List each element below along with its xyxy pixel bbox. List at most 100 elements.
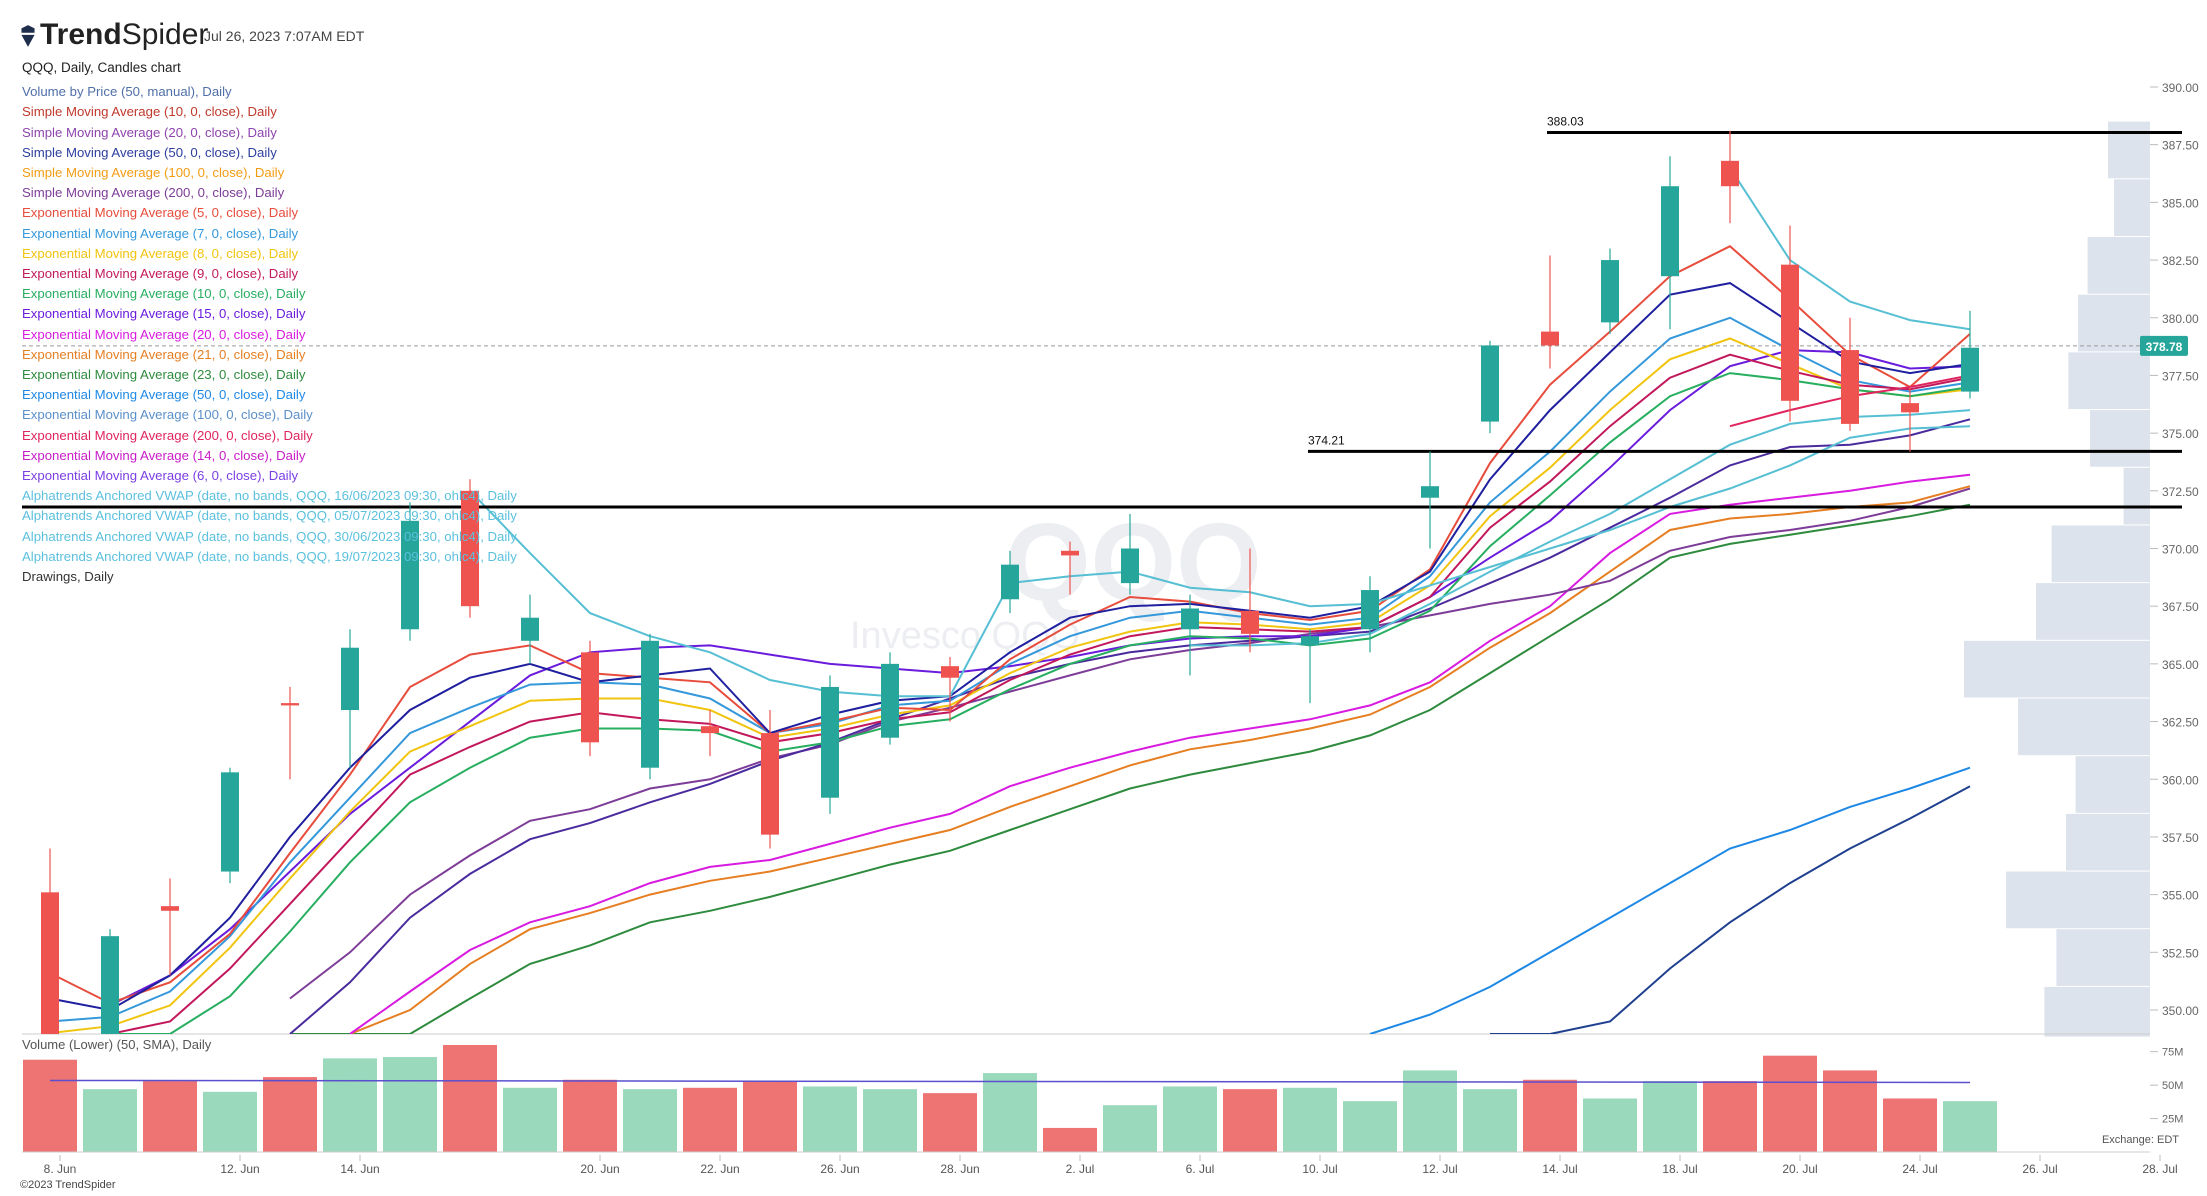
legend-item[interactable]: Exponential Moving Average (5, 0, close)… [22, 205, 299, 221]
candle[interactable] [1601, 248, 1619, 334]
y-tick-label: 362.50 [2162, 716, 2199, 730]
candle[interactable] [401, 502, 419, 641]
candle[interactable] [881, 652, 899, 745]
candle[interactable] [1181, 594, 1199, 676]
legend-item[interactable]: Exponential Moving Average (21, 0, close… [22, 346, 306, 362]
candle[interactable] [1121, 513, 1139, 595]
volume-bar [1343, 1101, 1397, 1152]
candle-body [1901, 403, 1919, 413]
candle[interactable] [521, 594, 539, 664]
legend-item[interactable]: Simple Moving Average (50, 0, close), Da… [22, 144, 277, 160]
legend-item[interactable]: Exponential Moving Average (200, 0, clos… [22, 427, 313, 443]
legend-item[interactable]: Exponential Moving Average (6, 0, close)… [22, 468, 299, 484]
candle[interactable] [1841, 317, 1859, 431]
vbp-bar [2066, 813, 2150, 871]
legend-item[interactable]: Exponential Moving Average (8, 0, close)… [22, 245, 299, 261]
volume-bar [1163, 1086, 1217, 1152]
legend-item[interactable]: Exponential Moving Average (100, 0, clos… [22, 407, 313, 423]
candle[interactable] [1901, 386, 1919, 452]
candles[interactable] [41, 130, 1979, 1034]
legend-item[interactable]: Exponential Moving Average (15, 0, close… [22, 306, 306, 322]
candle[interactable] [1961, 310, 1979, 399]
legend-item[interactable]: Simple Moving Average (100, 0, close), D… [22, 165, 285, 181]
candle[interactable] [1001, 550, 1019, 614]
legend-item[interactable]: Simple Moving Average (20, 0, close), Da… [22, 124, 277, 140]
legend-item[interactable]: Volume by Price (50, manual), Daily [22, 84, 232, 100]
candle[interactable] [341, 629, 359, 768]
vbp-bar [2056, 929, 2150, 986]
candle-body [1121, 548, 1139, 584]
volume-bar [83, 1089, 137, 1152]
y-tick-label: 355.00 [2162, 889, 2199, 903]
legend-item[interactable]: Exponential Moving Average (10, 0, close… [22, 286, 306, 302]
candle-body [1061, 550, 1079, 556]
volume-bar [503, 1087, 557, 1152]
y-tick-label: 385.00 [2162, 196, 2199, 210]
candle[interactable] [701, 710, 719, 757]
volume-bar [1103, 1105, 1157, 1152]
volume-bar [1223, 1089, 1277, 1152]
legend-item[interactable]: Exponential Moving Average (7, 0, close)… [22, 225, 299, 241]
volume-bar [323, 1058, 377, 1152]
candle[interactable] [161, 878, 179, 976]
candle[interactable] [1781, 225, 1799, 422]
candle[interactable] [461, 479, 479, 618]
vbp-bar [1964, 640, 2150, 698]
volume-bar [203, 1091, 257, 1152]
candle[interactable] [1661, 156, 1679, 330]
legend-item[interactable]: Exponential Moving Average (14, 0, close… [22, 447, 306, 463]
brand-prefix: Trend [40, 18, 122, 51]
x-tick-label: 14. Jul [1542, 1162, 1577, 1176]
candle[interactable] [941, 656, 959, 722]
volume-bar [143, 1081, 197, 1152]
horizontal-levels[interactable]: 388.03 374.21 378.78 [22, 114, 2188, 509]
y-tick-label: 390.00 [2162, 81, 2199, 95]
volume-bar [1043, 1127, 1097, 1152]
legend-item[interactable]: Drawings, Daily [22, 569, 114, 585]
candle[interactable] [581, 640, 599, 757]
candle[interactable] [281, 686, 299, 780]
y-tick-label: 367.50 [2162, 600, 2199, 614]
candle[interactable] [1541, 255, 1559, 369]
candle[interactable] [821, 675, 839, 814]
candle-body [41, 892, 59, 1034]
candle[interactable] [1241, 548, 1259, 653]
candle[interactable] [221, 767, 239, 884]
volume-bar [383, 1057, 437, 1152]
vbp-bar [2044, 986, 2150, 1037]
candle[interactable] [1061, 541, 1079, 595]
volume-tick-label: 50M [2162, 1080, 2183, 1092]
legend-item[interactable]: Simple Moving Average (200, 0, close), D… [22, 185, 285, 201]
volume-bar [1703, 1081, 1757, 1152]
candle[interactable] [1721, 130, 1739, 224]
volume-bar [563, 1079, 617, 1152]
candle-body [101, 936, 119, 1034]
x-tick-label: 10. Jul [1302, 1162, 1337, 1176]
legend-item[interactable]: Alphatrends Anchored VWAP (date, no band… [22, 508, 517, 524]
legend-item[interactable]: Simple Moving Average (10, 0, close), Da… [22, 104, 277, 120]
indicator-line [110, 372, 1971, 1034]
y-tick-label: 387.50 [2162, 139, 2199, 153]
header: TrendSpider Jul 26, 2023 7:07AM EDT [0, 0, 2207, 52]
x-tick-label: 22. Jun [700, 1162, 739, 1176]
y-tick-label: 377.50 [2162, 369, 2199, 383]
candle[interactable] [1421, 451, 1439, 549]
candle[interactable] [101, 929, 119, 1034]
candle[interactable] [1301, 629, 1319, 704]
legend-item[interactable]: Alphatrends Anchored VWAP (date, no band… [22, 528, 517, 544]
candle[interactable] [641, 633, 659, 780]
candle[interactable] [761, 710, 779, 849]
candle-body [1301, 636, 1319, 646]
legend-item[interactable]: Alphatrends Anchored VWAP (date, no band… [22, 548, 517, 564]
legend-item[interactable]: Exponential Moving Average (9, 0, close)… [22, 266, 299, 282]
legend-item[interactable]: Exponential Moving Average (20, 0, close… [22, 326, 306, 342]
candle[interactable] [1361, 576, 1379, 653]
candle[interactable] [41, 848, 59, 1034]
legend-item[interactable]: Exponential Moving Average (50, 0, close… [22, 387, 306, 403]
vbp-bar [2051, 525, 2150, 583]
candle-body [1541, 331, 1559, 346]
candle[interactable] [1481, 340, 1499, 434]
legend-item[interactable]: Exponential Moving Average (23, 0, close… [22, 367, 306, 383]
legend-item[interactable]: Alphatrends Anchored VWAP (date, no band… [22, 488, 517, 504]
